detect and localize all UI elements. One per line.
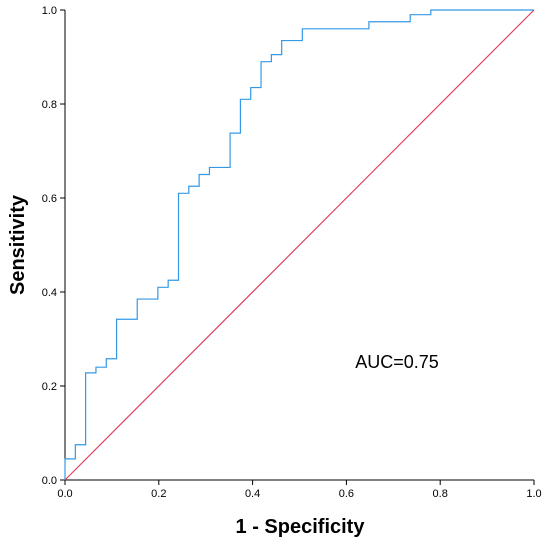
y-tick-label: 0.0	[42, 475, 57, 487]
auc-annotation: AUC=0.75	[355, 352, 439, 372]
roc-curve	[64, 9, 534, 480]
reference-line	[64, 9, 535, 481]
x-tick-label: 0.6	[339, 488, 354, 500]
y-axis-label: Sensitivity	[7, 194, 29, 295]
y-axis-ticks: 0.0 0.2 0.4 0.6 0.8 1.0	[42, 5, 65, 487]
y-tick-label: 0.6	[42, 193, 57, 205]
x-tick-label: 0.4	[245, 488, 260, 500]
x-axis-ticks: 0.0 0.2 0.4 0.6 0.8 1.0	[57, 480, 542, 500]
y-tick-label: 0.8	[42, 99, 57, 111]
axes	[64, 10, 534, 481]
x-tick-label: 0.8	[433, 488, 448, 500]
y-tick-label: 1.0	[42, 5, 57, 17]
x-tick-label: 0.2	[151, 488, 166, 500]
x-tick-label: 0.0	[57, 488, 72, 500]
x-axis-label: 1 - Specificity	[236, 516, 366, 538]
y-tick-label: 0.2	[42, 381, 57, 393]
y-tick-label: 0.4	[42, 287, 57, 299]
series-layer	[64, 9, 535, 481]
x-tick-label: 1.0	[526, 488, 541, 500]
